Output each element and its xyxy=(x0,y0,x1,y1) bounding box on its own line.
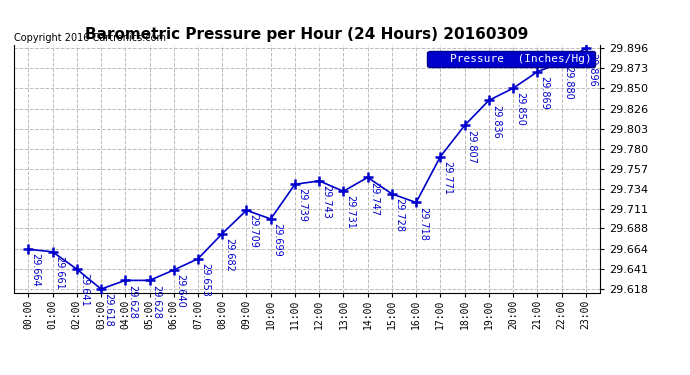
Text: 29.728: 29.728 xyxy=(394,198,404,232)
Text: 29.880: 29.880 xyxy=(564,66,573,100)
Text: 29.771: 29.771 xyxy=(442,161,452,195)
Text: 29.869: 29.869 xyxy=(539,76,549,110)
Text: 29.641: 29.641 xyxy=(79,273,89,307)
Text: 29.743: 29.743 xyxy=(321,185,331,219)
Text: 29.896: 29.896 xyxy=(588,53,598,86)
Legend: Pressure  (Inches/Hg): Pressure (Inches/Hg) xyxy=(427,51,595,67)
Text: 29.661: 29.661 xyxy=(55,256,65,290)
Text: 29.628: 29.628 xyxy=(152,285,161,318)
Text: 29.653: 29.653 xyxy=(200,263,210,297)
Text: 29.836: 29.836 xyxy=(491,105,501,138)
Text: Copyright 2016 Cartronics.com: Copyright 2016 Cartronics.com xyxy=(14,33,166,42)
Text: 29.747: 29.747 xyxy=(370,182,380,216)
Title: Barometric Pressure per Hour (24 Hours) 20160309: Barometric Pressure per Hour (24 Hours) … xyxy=(86,27,529,42)
Text: 29.731: 29.731 xyxy=(346,195,355,229)
Text: 29.664: 29.664 xyxy=(30,254,40,287)
Text: 29.699: 29.699 xyxy=(273,223,283,257)
Text: 29.850: 29.850 xyxy=(515,92,525,126)
Text: 29.628: 29.628 xyxy=(127,285,137,318)
Text: 29.682: 29.682 xyxy=(224,238,234,272)
Text: 29.718: 29.718 xyxy=(418,207,428,240)
Text: 29.709: 29.709 xyxy=(248,214,259,248)
Text: 29.739: 29.739 xyxy=(297,189,307,222)
Text: 29.640: 29.640 xyxy=(176,274,186,308)
Text: 29.618: 29.618 xyxy=(103,293,113,327)
Text: 29.807: 29.807 xyxy=(466,130,477,164)
